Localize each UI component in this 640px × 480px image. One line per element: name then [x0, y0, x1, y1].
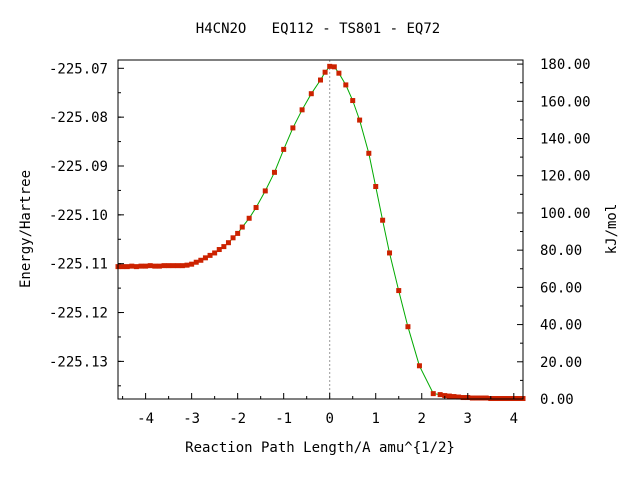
y2-tick-label: 40.00 — [540, 318, 582, 334]
x-tick-label: -3 — [183, 411, 200, 427]
energy-points — [115, 63, 526, 402]
x-tick-label: 3 — [464, 411, 472, 427]
data-point — [281, 146, 287, 152]
data-point — [416, 363, 422, 369]
data-point — [322, 69, 328, 75]
data-point — [124, 264, 130, 270]
y-left-tick-labels: -225.07 -225.08 -225.09 -225.10 -225.11 -225.… — [49, 61, 108, 370]
data-point — [387, 250, 393, 256]
axis-ticks — [118, 63, 523, 400]
data-point — [207, 252, 213, 258]
data-point — [405, 324, 411, 330]
data-point — [198, 257, 204, 263]
y2-tick-label: 140.00 — [540, 132, 591, 148]
y-tick-label: -225.07 — [49, 61, 108, 77]
data-point — [189, 261, 195, 267]
data-point — [175, 263, 181, 269]
data-point — [331, 64, 337, 70]
data-point — [143, 263, 149, 269]
data-point — [221, 244, 227, 250]
data-point — [357, 117, 363, 123]
data-point — [212, 250, 218, 256]
data-point — [138, 263, 144, 269]
x-tick-label: -2 — [229, 411, 246, 427]
data-point — [161, 263, 167, 269]
data-point — [446, 393, 452, 399]
data-point — [225, 240, 231, 246]
data-point — [133, 264, 139, 270]
data-point — [129, 263, 135, 269]
y2-tick-label: 0.00 — [540, 392, 574, 408]
data-point — [442, 393, 448, 399]
y-tick-label: -225.13 — [49, 354, 108, 370]
data-point — [152, 263, 158, 269]
x-tick-label: 2 — [418, 411, 426, 427]
data-point — [350, 98, 356, 104]
data-point — [373, 184, 379, 190]
x-tick-label: 0 — [325, 411, 333, 427]
y-tick-label: -225.11 — [49, 257, 108, 273]
data-point — [483, 395, 489, 401]
y-right-tick-labels: 180.00 160.00 140.00 120.00 100.00 80.00 60.00… — [540, 57, 591, 408]
data-point — [170, 263, 176, 269]
data-point — [430, 391, 436, 397]
x-tick-label: 4 — [510, 411, 518, 427]
data-point — [479, 395, 485, 401]
data-point — [474, 395, 480, 401]
data-point — [366, 150, 372, 156]
x-axis-label: Reaction Path Length/A amu^{1/2} — [185, 440, 455, 456]
data-point — [318, 77, 323, 83]
y2-tick-label: 60.00 — [540, 280, 582, 296]
data-point — [290, 125, 296, 131]
y-tick-label: -225.12 — [49, 306, 108, 322]
y2-tick-label: 160.00 — [540, 94, 591, 110]
data-point — [230, 235, 236, 241]
x-tick-labels: -4 -3 -2 -1 0 1 2 3 4 — [137, 411, 518, 427]
data-point — [166, 263, 172, 269]
data-point — [216, 247, 222, 253]
y-tick-label: -225.08 — [49, 110, 108, 126]
y2-tick-label: 80.00 — [540, 243, 582, 259]
y2-axis-label: kJ/mol — [604, 204, 620, 255]
data-point — [460, 395, 466, 401]
data-point — [184, 262, 190, 268]
data-point — [343, 82, 349, 88]
data-point — [396, 288, 402, 294]
y-tick-label: -225.09 — [49, 159, 108, 175]
data-point — [299, 107, 305, 113]
y2-tick-label: 100.00 — [540, 206, 591, 222]
data-point — [262, 188, 268, 194]
y2-tick-label: 20.00 — [540, 355, 582, 371]
energy-curve-line — [118, 65, 523, 399]
data-point — [327, 63, 333, 69]
y2-tick-label: 120.00 — [540, 169, 591, 185]
data-point — [147, 263, 153, 269]
x-tick-label: -1 — [275, 411, 292, 427]
y-tick-label: -225.10 — [49, 208, 108, 224]
chart-title: H4CN2O EQ112 - TS801 - EQ72 — [196, 21, 440, 37]
data-point — [253, 205, 259, 211]
data-point — [437, 392, 443, 398]
y-axis-label: Energy/Hartree — [18, 170, 34, 288]
data-point — [271, 169, 277, 175]
data-point — [156, 263, 162, 269]
y2-tick-label: 180.00 — [540, 57, 591, 73]
data-point — [120, 264, 126, 270]
data-point — [239, 224, 245, 230]
data-point — [193, 259, 199, 265]
data-point — [235, 230, 241, 236]
data-point — [202, 255, 208, 261]
x-tick-label: -4 — [137, 411, 154, 427]
data-point — [469, 395, 475, 401]
data-point — [456, 394, 462, 400]
data-point — [179, 263, 185, 269]
data-point — [336, 70, 342, 76]
data-point — [308, 91, 314, 97]
data-point — [246, 215, 252, 221]
plot-frame — [117, 59, 524, 400]
data-point — [451, 394, 457, 400]
data-point — [380, 217, 386, 223]
x-tick-label: 1 — [372, 411, 380, 427]
